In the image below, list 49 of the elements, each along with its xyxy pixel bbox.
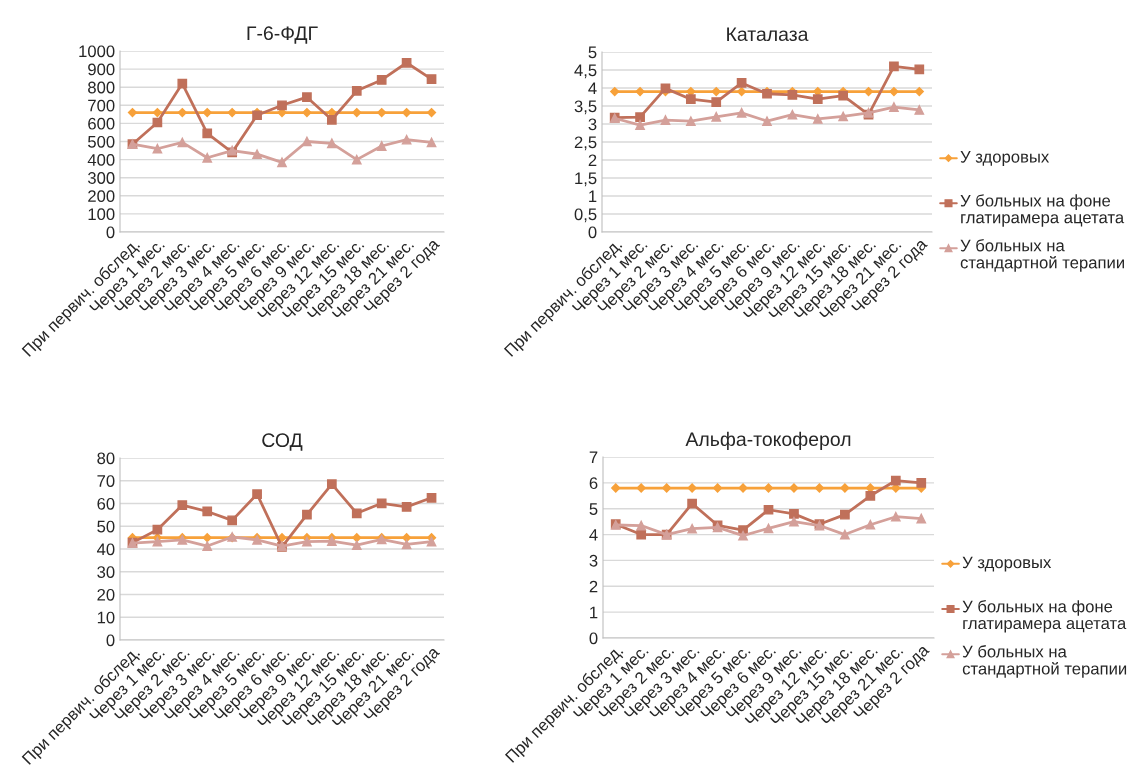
y-tick-label: 300 xyxy=(87,172,115,184)
chart-title: Каталаза xyxy=(727,27,809,42)
y-tick-label: 50 xyxy=(97,520,115,533)
legend-label: У больных на фоне глатирамера ацетата xyxy=(962,599,1127,633)
y-tick-label: 700 xyxy=(88,99,115,112)
y-tick-label: 1,5 xyxy=(575,172,597,187)
y-tick-label: 400 xyxy=(87,154,115,166)
y-tick-label: 4 xyxy=(589,529,598,541)
y-tick-label: 0 xyxy=(106,634,115,647)
legend-label: У больных на фоне глатирамера ацетата xyxy=(960,194,1125,227)
y-tick-label: 2,5 xyxy=(574,136,597,151)
y-tick-label: 500 xyxy=(88,135,115,148)
y-tick-label: 60 xyxy=(97,497,115,510)
y-tick-label: 40 xyxy=(96,543,115,556)
y-tick-label: 0 xyxy=(589,632,598,645)
y-tick-label: 0,5 xyxy=(574,208,597,223)
y-tick-label: 3,5 xyxy=(574,100,597,115)
y-tick-label: 10 xyxy=(97,611,115,624)
y-tick-label: 5 xyxy=(589,503,598,515)
y-tick-label: 7 xyxy=(589,451,598,464)
legend-label: У больных на стандартной терапии xyxy=(962,645,1127,678)
y-tick-label: 1 xyxy=(590,606,598,619)
y-tick-label: 1000 xyxy=(79,45,115,58)
y-tick-label: 2 xyxy=(588,154,597,167)
y-tick-label: 4,5 xyxy=(574,64,597,79)
y-tick-label: 70 xyxy=(97,475,115,487)
y-tick-label: 0 xyxy=(106,226,115,239)
y-tick-label: 3 xyxy=(589,554,598,567)
legend-label: У здоровых xyxy=(962,556,1052,572)
chart-title: Г-6-ФДГ xyxy=(247,26,318,44)
chart-title: Альфа-токоферол xyxy=(685,431,851,450)
y-tick-label: 200 xyxy=(88,190,115,202)
y-tick-label: 20 xyxy=(97,588,115,601)
y-tick-label: 6 xyxy=(589,477,598,490)
legend-label: У здоровых xyxy=(960,151,1050,166)
y-tick-label: 30 xyxy=(97,566,115,578)
y-tick-label: 2 xyxy=(589,580,598,593)
y-tick-label: 600 xyxy=(88,117,115,130)
y-tick-label: 1 xyxy=(589,190,597,203)
legend-label: У больных на стандартной терапии xyxy=(960,239,1124,272)
y-tick-label: 900 xyxy=(88,63,115,76)
y-tick-label: 800 xyxy=(88,81,115,94)
y-tick-label: 5 xyxy=(588,46,597,59)
y-tick-label: 100 xyxy=(88,208,115,221)
y-tick-label: 80 xyxy=(97,452,115,465)
y-tick-label: 3 xyxy=(588,118,597,131)
y-tick-label: 0 xyxy=(588,226,597,239)
chart-title: СОД xyxy=(262,433,303,451)
y-tick-label: 4 xyxy=(588,82,597,95)
